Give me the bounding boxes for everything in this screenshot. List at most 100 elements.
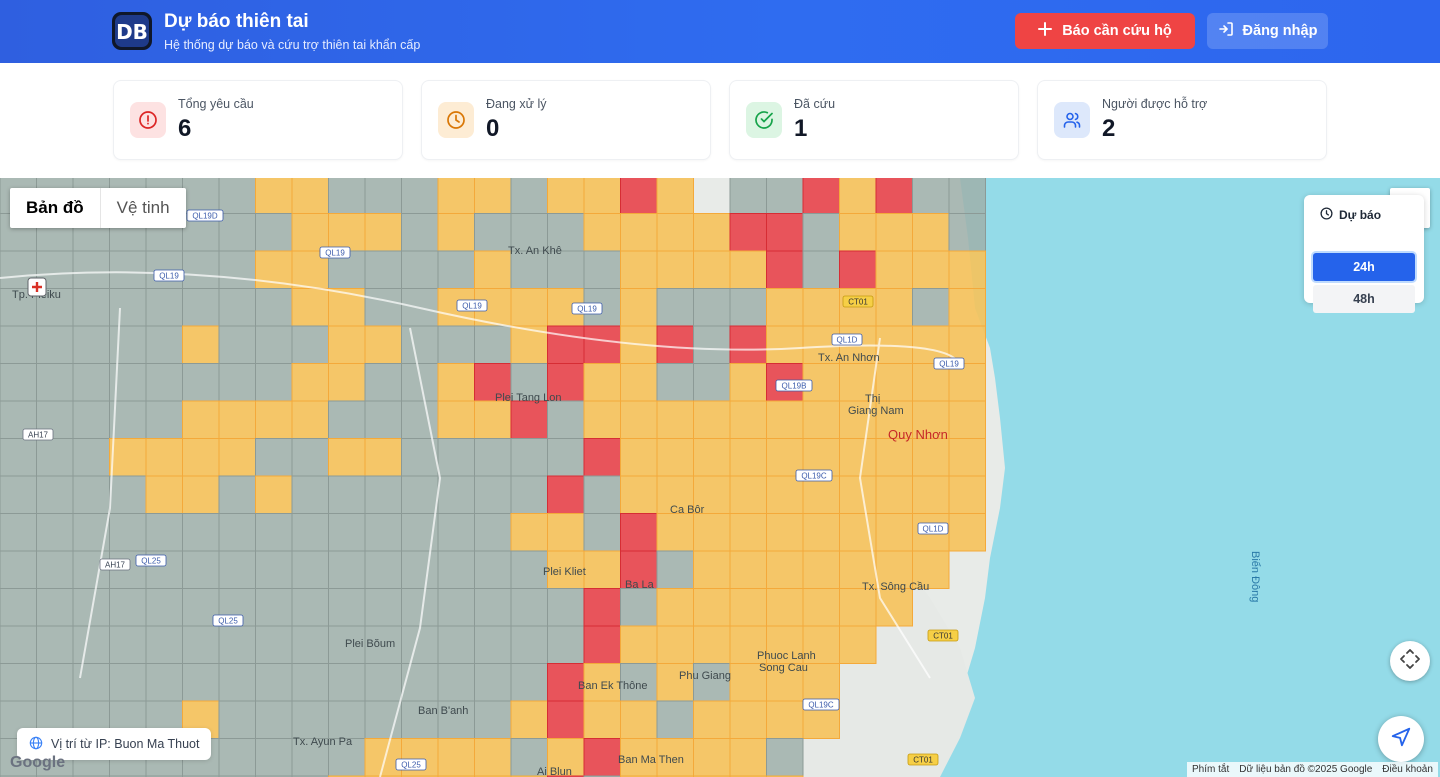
risk-cell[interactable]: [510, 438, 548, 477]
risk-cell[interactable]: [109, 625, 147, 664]
risk-cell[interactable]: [620, 550, 658, 589]
risk-cell[interactable]: [291, 438, 329, 477]
risk-cell[interactable]: [255, 438, 293, 477]
risk-cell[interactable]: [364, 625, 402, 664]
risk-cell[interactable]: [875, 475, 913, 514]
risk-cell[interactable]: [218, 550, 256, 589]
risk-cell[interactable]: [328, 400, 366, 439]
risk-cell[interactable]: [693, 588, 731, 627]
risk-cell[interactable]: [255, 325, 293, 364]
risk-cell[interactable]: [620, 475, 658, 514]
risk-cell[interactable]: [766, 325, 804, 364]
risk-cell[interactable]: [729, 438, 767, 477]
risk-cell[interactable]: [291, 513, 329, 552]
risk-cell[interactable]: [766, 625, 804, 664]
risk-cell[interactable]: [182, 475, 220, 514]
risk-cell[interactable]: [364, 550, 402, 589]
risk-cell[interactable]: [364, 178, 402, 214]
risk-cell[interactable]: [729, 700, 767, 739]
risk-cell[interactable]: [547, 700, 585, 739]
risk-cell[interactable]: [364, 288, 402, 327]
risk-cell[interactable]: [912, 178, 950, 214]
risk-cell[interactable]: [401, 475, 439, 514]
risk-cell[interactable]: [72, 288, 110, 327]
risk-cell[interactable]: [474, 663, 512, 702]
risk-cell[interactable]: [218, 400, 256, 439]
risk-cell[interactable]: [656, 550, 694, 589]
risk-cell[interactable]: [437, 663, 475, 702]
risk-cell[interactable]: [291, 213, 329, 252]
risk-cell[interactable]: [693, 475, 731, 514]
risk-cell[interactable]: [0, 663, 37, 702]
risk-cell[interactable]: [948, 288, 986, 327]
risk-cell[interactable]: [474, 513, 512, 552]
risk-cell[interactable]: [255, 625, 293, 664]
risk-cell[interactable]: [948, 178, 986, 214]
risk-cell[interactable]: [510, 400, 548, 439]
risk-cell[interactable]: [839, 250, 877, 289]
risk-cell[interactable]: [109, 325, 147, 364]
risk-cell[interactable]: [912, 325, 950, 364]
risk-cell[interactable]: [583, 738, 621, 777]
risk-cell[interactable]: [729, 250, 767, 289]
risk-cell[interactable]: [328, 550, 366, 589]
risk-cell[interactable]: [255, 475, 293, 514]
risk-cell[interactable]: [510, 475, 548, 514]
risk-cell[interactable]: [656, 325, 694, 364]
risk-cell[interactable]: [583, 513, 621, 552]
risk-cell[interactable]: [218, 213, 256, 252]
risk-cell[interactable]: [291, 363, 329, 402]
risk-cell[interactable]: [620, 288, 658, 327]
risk-cell[interactable]: [109, 513, 147, 552]
risk-cell[interactable]: [437, 213, 475, 252]
risk-cell[interactable]: [656, 213, 694, 252]
risk-cell[interactable]: [875, 363, 913, 402]
terms-link[interactable]: Điều khoản: [1382, 764, 1433, 775]
risk-cell[interactable]: [364, 363, 402, 402]
risk-cell[interactable]: [948, 363, 986, 402]
risk-cell[interactable]: [766, 550, 804, 589]
risk-cell[interactable]: [802, 550, 840, 589]
risk-cell[interactable]: [583, 438, 621, 477]
risk-cell[interactable]: [875, 288, 913, 327]
risk-cell[interactable]: [583, 550, 621, 589]
risk-cell[interactable]: [0, 250, 37, 289]
risk-cell[interactable]: [547, 663, 585, 702]
risk-cell[interactable]: [328, 663, 366, 702]
risk-cell[interactable]: [766, 400, 804, 439]
risk-cell[interactable]: [36, 475, 74, 514]
risk-cell[interactable]: [218, 250, 256, 289]
risk-cell[interactable]: [218, 513, 256, 552]
risk-cell[interactable]: [656, 513, 694, 552]
risk-cell[interactable]: [547, 213, 585, 252]
map-pan-button[interactable]: [1390, 641, 1430, 681]
risk-cell[interactable]: [437, 625, 475, 664]
report-rescue-button[interactable]: Báo cần cứu hộ: [1015, 13, 1195, 49]
risk-cell[interactable]: [401, 438, 439, 477]
risk-cell[interactable]: [948, 400, 986, 439]
risk-cell[interactable]: [510, 738, 548, 777]
risk-grid[interactable]: [0, 178, 986, 777]
risk-cell[interactable]: [255, 550, 293, 589]
risk-cell[interactable]: [145, 438, 183, 477]
risk-cell[interactable]: [474, 738, 512, 777]
risk-cell[interactable]: [693, 438, 731, 477]
risk-cell[interactable]: [656, 625, 694, 664]
risk-cell[interactable]: [693, 325, 731, 364]
risk-cell[interactable]: [437, 438, 475, 477]
risk-cell[interactable]: [839, 588, 877, 627]
risk-cell[interactable]: [0, 363, 37, 402]
risk-cell[interactable]: [109, 288, 147, 327]
risk-cell[interactable]: [328, 325, 366, 364]
risk-cell[interactable]: [583, 700, 621, 739]
risk-cell[interactable]: [291, 475, 329, 514]
risk-cell[interactable]: [583, 475, 621, 514]
risk-cell[interactable]: [948, 325, 986, 364]
risk-cell[interactable]: [255, 363, 293, 402]
risk-cell[interactable]: [364, 213, 402, 252]
risk-cell[interactable]: [583, 178, 621, 214]
risk-cell[interactable]: [109, 588, 147, 627]
risk-cell[interactable]: [36, 363, 74, 402]
risk-cell[interactable]: [620, 513, 658, 552]
